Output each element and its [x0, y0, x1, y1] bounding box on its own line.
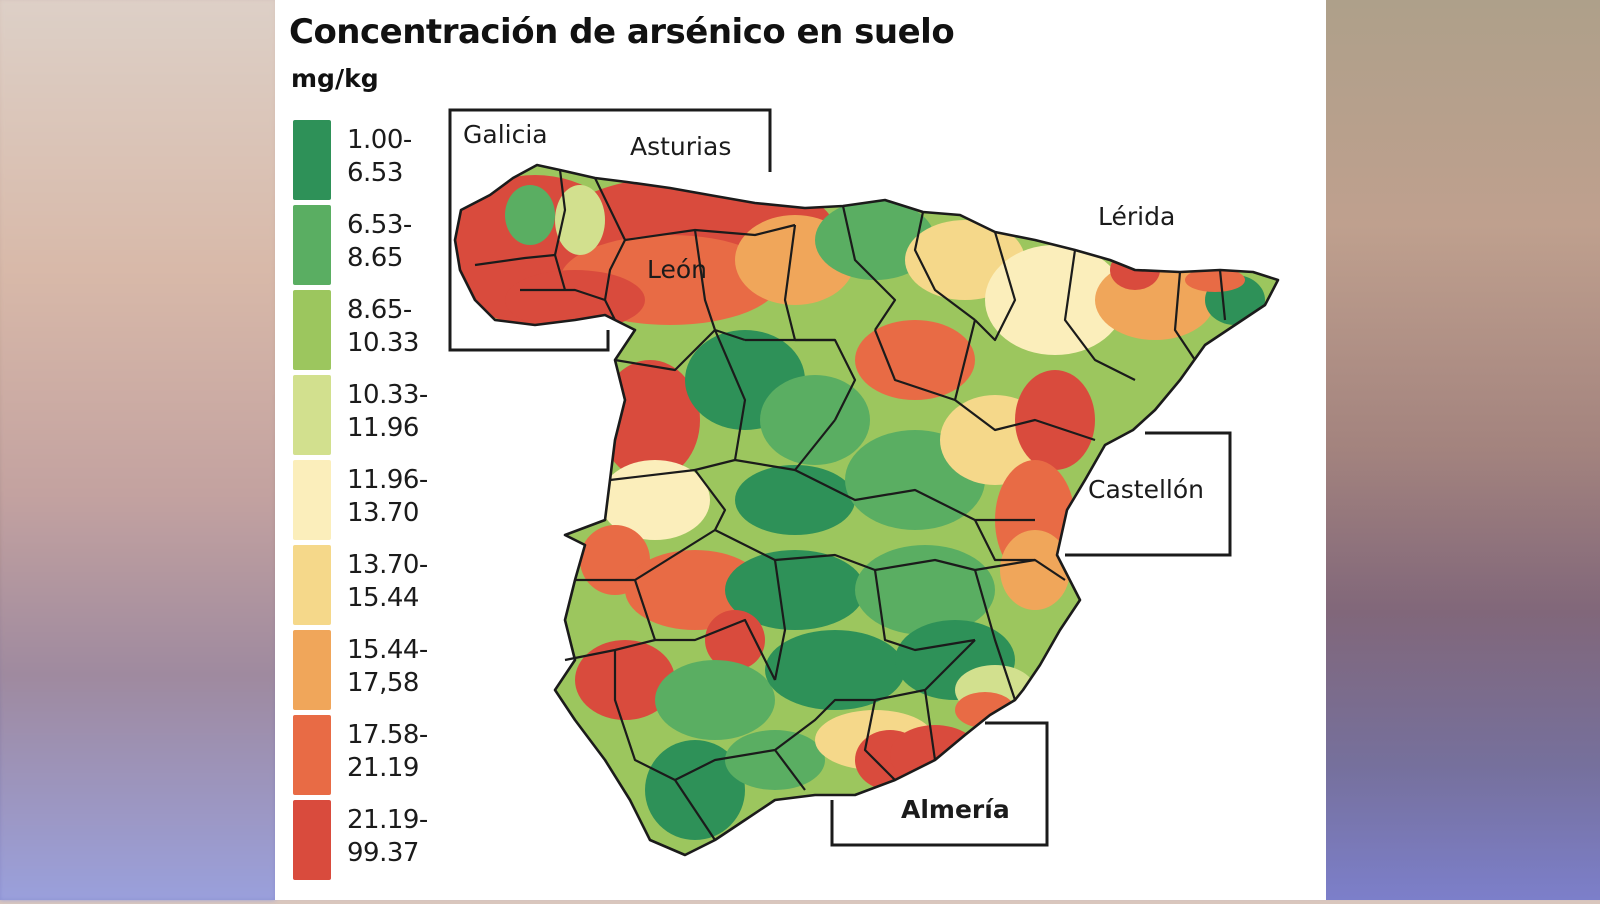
- legend-label: 10.33- 11.96: [347, 379, 428, 445]
- province-borders: [453, 163, 1280, 857]
- legend-label: 8.65- 10.33: [347, 294, 419, 360]
- legend-range-to: 11.96: [347, 413, 419, 443]
- legend-swatch: [293, 205, 331, 285]
- label-castellon: Castellón: [1088, 475, 1205, 504]
- callout-frames: [448, 108, 1232, 847]
- legend-range-to: 17,58: [347, 668, 419, 698]
- page-title: Concentración de arsénico en suelo: [289, 12, 955, 52]
- legend-range-to: 6.53: [347, 158, 403, 188]
- spain-map: Galicia Asturias León Lérida Castellón A…: [275, 0, 1326, 900]
- label-almeria: Almería: [901, 795, 1010, 824]
- legend-swatch: [293, 290, 331, 370]
- legend-range-from: 17.58-: [347, 720, 428, 750]
- legend-swatch: [293, 800, 331, 880]
- legend-range-from: 8.65-: [347, 295, 412, 325]
- castellon-callout: [1065, 431, 1232, 557]
- legend-range-from: 6.53-: [347, 210, 412, 240]
- legend-range-from: 1.00-: [347, 125, 412, 155]
- legend-range-from: 11.96-: [347, 465, 428, 495]
- galicia-asturias-callout: [448, 108, 772, 352]
- legend-swatch: [293, 460, 331, 540]
- legend-label: 17.58- 21.19: [347, 719, 428, 785]
- label-galicia: Galicia: [463, 120, 548, 149]
- legend-swatch: [293, 375, 331, 455]
- legend-swatch: [293, 120, 331, 200]
- legend-range-from: 21.19-: [347, 805, 428, 835]
- legend-label: 15.44- 17,58: [347, 634, 428, 700]
- choropleth-fill: [455, 165, 1278, 855]
- legend-range-from: 15.44-: [347, 635, 428, 665]
- legend-range-to: 10.33: [347, 328, 419, 358]
- infographic-panel: Concentración de arsénico en suelo mg/kg…: [275, 0, 1326, 900]
- legend-swatch: [293, 715, 331, 795]
- map-svg: [448, 108, 1280, 857]
- blurred-background-right: [1326, 0, 1600, 900]
- legend-label: 11.96- 13.70: [347, 464, 428, 530]
- legend-range-to: 15.44: [347, 583, 419, 613]
- legend-range-to: 13.70: [347, 498, 419, 528]
- legend-swatch: [293, 545, 331, 625]
- legend-label: 6.53- 8.65: [347, 209, 412, 275]
- legend-range-from: 10.33-: [347, 380, 428, 410]
- legend-range-to: 99.37: [347, 838, 419, 868]
- legend-range-from: 13.70-: [347, 550, 428, 580]
- almeria-callout: [830, 721, 1049, 847]
- label-lerida: Lérida: [1098, 202, 1176, 231]
- legend-swatch: [293, 630, 331, 710]
- blurred-background-left: [0, 0, 275, 900]
- legend-label: 21.19- 99.37: [347, 804, 428, 870]
- unit-label: mg/kg: [291, 64, 379, 93]
- legend-label: 13.70- 15.44: [347, 549, 428, 615]
- legend-range-to: 21.19: [347, 753, 419, 783]
- legend-label: 1.00- 6.53: [347, 124, 412, 190]
- legend-range-to: 8.65: [347, 243, 403, 273]
- label-asturias: Asturias: [630, 132, 732, 161]
- label-leon: León: [647, 255, 708, 284]
